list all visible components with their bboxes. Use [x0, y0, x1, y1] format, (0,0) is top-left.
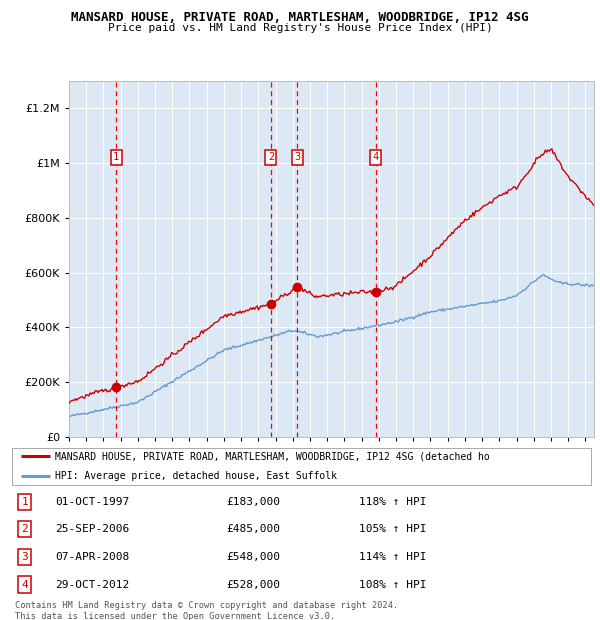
Text: 114% ↑ HPI: 114% ↑ HPI [359, 552, 427, 562]
Text: 4: 4 [22, 580, 28, 590]
Text: £548,000: £548,000 [226, 552, 280, 562]
Text: 1: 1 [113, 153, 119, 162]
Text: 2: 2 [268, 153, 274, 162]
Text: Contains HM Land Registry data © Crown copyright and database right 2024.
This d: Contains HM Land Registry data © Crown c… [15, 601, 398, 620]
Text: 3: 3 [294, 153, 301, 162]
Text: 118% ↑ HPI: 118% ↑ HPI [359, 497, 427, 507]
Text: 07-APR-2008: 07-APR-2008 [55, 552, 130, 562]
Text: 4: 4 [373, 153, 379, 162]
Text: £183,000: £183,000 [226, 497, 280, 507]
Text: 29-OCT-2012: 29-OCT-2012 [55, 580, 130, 590]
Text: 105% ↑ HPI: 105% ↑ HPI [359, 525, 427, 534]
Text: £528,000: £528,000 [226, 580, 280, 590]
Text: 2: 2 [22, 525, 28, 534]
Text: 01-OCT-1997: 01-OCT-1997 [55, 497, 130, 507]
Text: Price paid vs. HM Land Registry's House Price Index (HPI): Price paid vs. HM Land Registry's House … [107, 23, 493, 33]
Text: MANSARD HOUSE, PRIVATE ROAD, MARTLESHAM, WOODBRIDGE, IP12 4SG (detached ho: MANSARD HOUSE, PRIVATE ROAD, MARTLESHAM,… [55, 451, 490, 461]
Text: 3: 3 [22, 552, 28, 562]
Text: 1: 1 [22, 497, 28, 507]
Text: £485,000: £485,000 [226, 525, 280, 534]
Text: HPI: Average price, detached house, East Suffolk: HPI: Average price, detached house, East… [55, 471, 337, 481]
Text: MANSARD HOUSE, PRIVATE ROAD, MARTLESHAM, WOODBRIDGE, IP12 4SG: MANSARD HOUSE, PRIVATE ROAD, MARTLESHAM,… [71, 11, 529, 24]
Text: 108% ↑ HPI: 108% ↑ HPI [359, 580, 427, 590]
Text: 25-SEP-2006: 25-SEP-2006 [55, 525, 130, 534]
